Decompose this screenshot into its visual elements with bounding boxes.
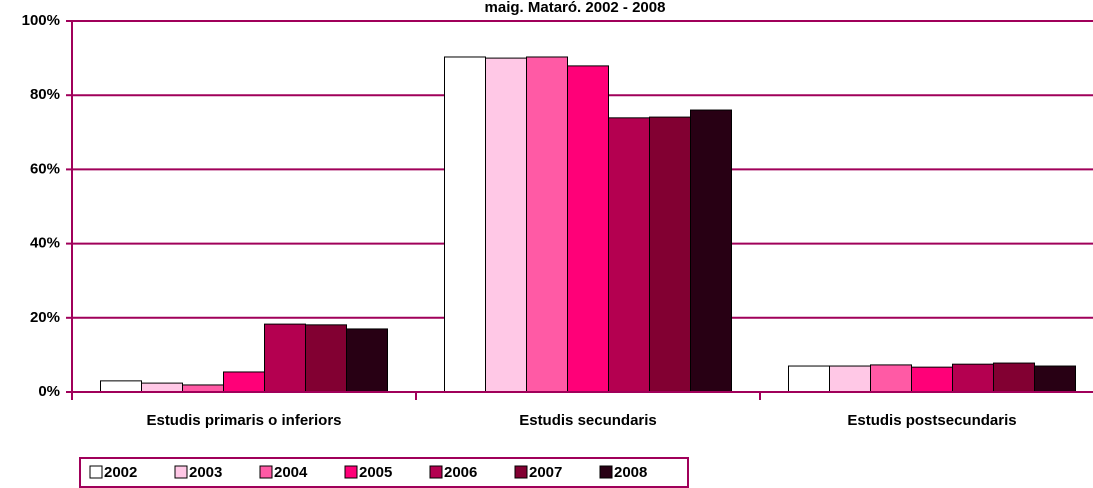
legend-swatch <box>89 465 103 479</box>
bar <box>264 323 306 393</box>
legend-label: 2002 <box>104 464 137 481</box>
bar <box>444 56 486 393</box>
bar <box>526 56 568 393</box>
legend-swatch <box>514 465 528 479</box>
legend-swatch <box>344 465 358 479</box>
bar <box>690 109 732 393</box>
legend-swatch <box>429 465 443 479</box>
bar <box>100 380 142 393</box>
legend-swatch <box>174 465 188 479</box>
bar <box>346 328 388 393</box>
bar <box>485 57 527 393</box>
y-tick-label: 60% <box>30 160 60 177</box>
bar <box>182 384 224 393</box>
bar <box>993 362 1035 393</box>
legend-swatch <box>259 465 273 479</box>
bar <box>788 365 830 393</box>
bar <box>870 364 912 393</box>
legend-label: 2007 <box>529 464 562 481</box>
bar <box>223 371 265 393</box>
y-tick-label: 80% <box>30 86 60 103</box>
bar <box>649 116 691 393</box>
bar <box>305 324 347 393</box>
legend-swatch <box>599 465 613 479</box>
legend-label: 2004 <box>274 464 308 481</box>
legend-label: 2008 <box>614 464 647 481</box>
y-tick-label: 20% <box>30 309 60 326</box>
x-tick-label: Estudis primaris o inferiors <box>146 412 341 429</box>
legend-label: 2003 <box>189 464 222 481</box>
chart-title: maig. Mataró. 2002 - 2008 <box>485 0 666 16</box>
bar <box>1034 365 1076 393</box>
bar <box>911 366 953 393</box>
y-tick-label: 100% <box>22 12 60 29</box>
x-tick-label: Estudis postsecundaris <box>847 412 1016 429</box>
legend-label: 2005 <box>359 464 392 481</box>
bar <box>608 117 650 393</box>
y-tick-label: 0% <box>38 383 60 400</box>
bar <box>567 65 609 393</box>
bar <box>141 382 183 393</box>
y-tick-label: 40% <box>30 235 60 252</box>
legend-label: 2006 <box>444 464 477 481</box>
x-tick-label: Estudis secundaris <box>519 412 657 429</box>
bar <box>829 365 871 393</box>
bar <box>952 363 994 393</box>
